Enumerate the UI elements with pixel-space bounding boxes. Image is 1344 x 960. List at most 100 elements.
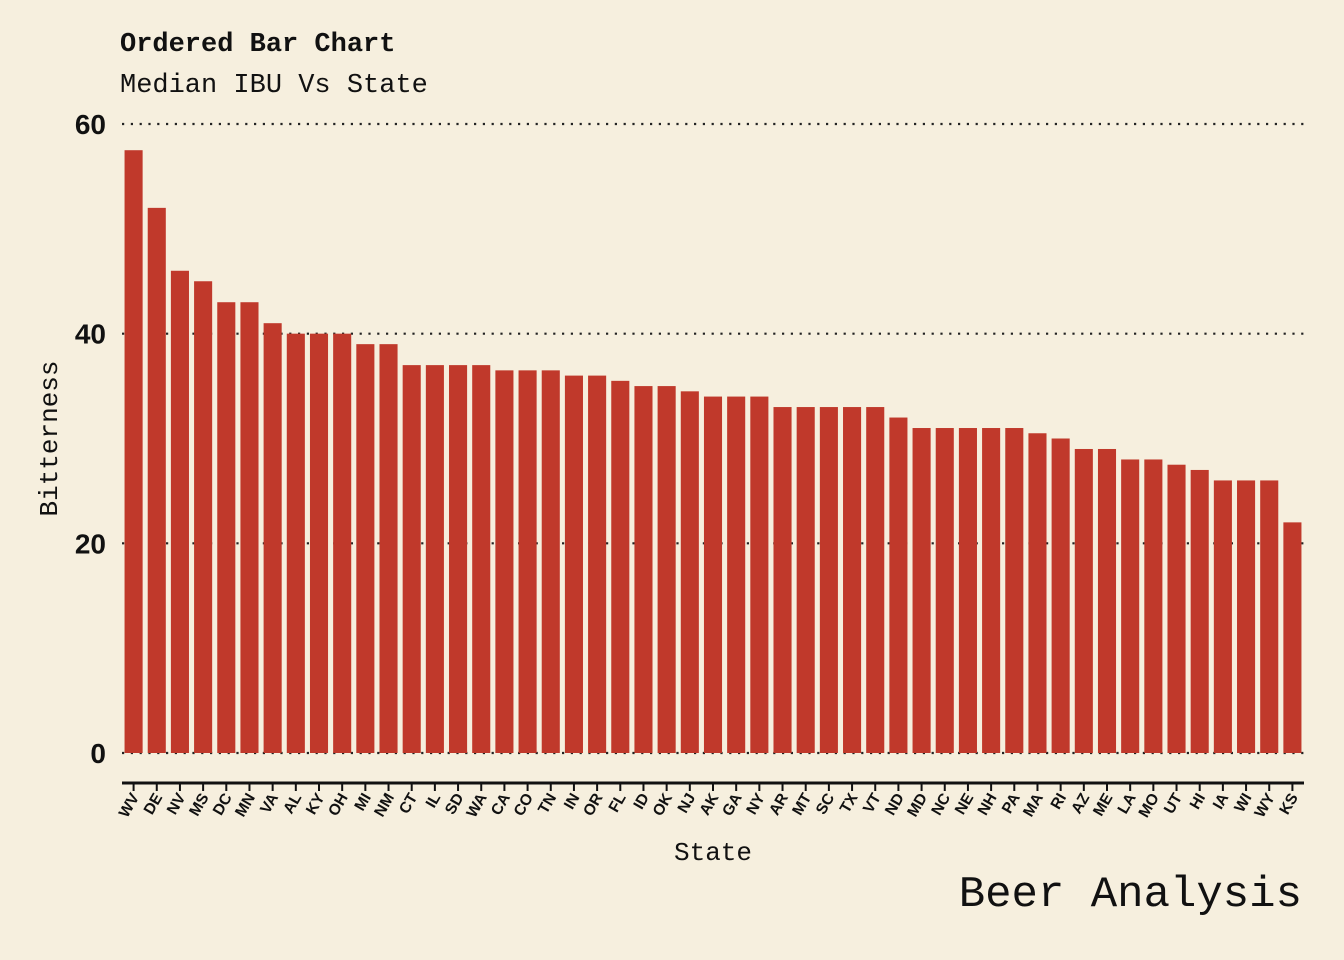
x-tick-label: IA (1210, 791, 1232, 813)
bar (866, 407, 885, 753)
x-tick-label: MD (904, 791, 931, 820)
x-tick-label: TN (535, 791, 560, 817)
x-tick-label: FL (606, 791, 630, 816)
bar (680, 391, 699, 753)
x-tick-label: OR (580, 791, 606, 820)
x-tick-label: VT (860, 790, 885, 816)
chart-caption: Beer Analysis (958, 870, 1302, 920)
y-tick-label: 20 (75, 528, 106, 559)
x-tick-label: MA (1020, 791, 1047, 820)
x-tick-label: GA (719, 791, 745, 820)
bars (124, 150, 1302, 754)
x-tick-label: ME (1090, 791, 1116, 820)
x-tick-label: TX (837, 790, 862, 816)
bar (449, 365, 468, 753)
bar (402, 365, 421, 753)
x-tick-label: KS (1276, 791, 1301, 818)
bar (1028, 433, 1047, 753)
bar (1051, 438, 1070, 753)
bar (1121, 459, 1140, 753)
x-tick-label: OK (650, 790, 677, 819)
x-tick-label: AK (697, 790, 723, 819)
bar (982, 428, 1001, 753)
x-tick-label: IL (423, 791, 445, 811)
x-tick-label: NJ (675, 791, 700, 817)
bar (588, 375, 607, 753)
bar (1144, 459, 1163, 753)
x-tick-label: SD (442, 791, 467, 818)
x-tick-marks (132, 783, 1294, 791)
x-tick-label: DE (141, 791, 166, 818)
bar (1097, 448, 1117, 753)
x-tick-label: AZ (1068, 790, 1093, 817)
bar (796, 407, 815, 753)
bar (843, 407, 862, 753)
x-tick-label: WA (463, 791, 490, 821)
x-tick-label: NV (164, 790, 190, 818)
bar (1260, 480, 1279, 753)
bar (1074, 448, 1093, 753)
y-tick-label: 0 (90, 738, 106, 769)
x-tick-label: SC (813, 791, 838, 818)
x-tick-label: DC (210, 791, 236, 819)
y-tick-labels: 0 20 40 60 (75, 109, 106, 769)
bar (657, 386, 676, 753)
bar (1190, 469, 1209, 753)
x-tick-label: MI (351, 791, 374, 814)
x-tick-label: NE (952, 791, 977, 818)
chart-title: Ordered Bar Chart (120, 30, 396, 60)
bar (240, 302, 259, 753)
x-tick-label: ID (630, 791, 652, 813)
bar (1167, 464, 1186, 753)
x-tick-label: MS (186, 791, 212, 820)
bar (425, 365, 444, 753)
x-tick-label: RI (1048, 791, 1070, 813)
x-tick-label: CT (396, 790, 421, 817)
x-tick-label: KY (303, 790, 329, 818)
bar (263, 323, 282, 753)
bar (309, 333, 329, 753)
bar (1005, 428, 1024, 753)
bar (379, 344, 398, 753)
bar (912, 428, 931, 753)
x-tick-label: MN (232, 791, 259, 820)
bar (124, 150, 143, 754)
bar (1283, 522, 1302, 753)
x-tick-label: MO (1136, 791, 1163, 821)
bar (1213, 480, 1232, 753)
bar (541, 370, 560, 753)
x-tick-label: NC (928, 791, 954, 819)
x-tick-label: AL (280, 791, 305, 817)
bar (773, 407, 792, 753)
x-tick-label: PA (999, 791, 1024, 817)
x-tick-label: OH (325, 791, 351, 820)
x-tick-label: NM (371, 791, 398, 820)
bar (147, 207, 166, 753)
bar (564, 375, 583, 753)
x-tick-label: AR (766, 791, 792, 819)
bar (194, 281, 213, 753)
chart-subtitle: Median IBU Vs State (120, 71, 428, 101)
bar (727, 396, 746, 753)
x-tick-label: CA (488, 791, 514, 819)
bar (170, 270, 189, 753)
x-tick-label: UT (1161, 790, 1186, 817)
x-tick-label: CO (511, 791, 537, 820)
y-axis-title: Bitterness (35, 360, 65, 516)
x-tick-label: ND (882, 791, 908, 819)
x-axis-title: State (674, 838, 752, 868)
bar (356, 344, 375, 753)
bar (819, 407, 838, 753)
y-tick-label: 40 (75, 319, 106, 350)
x-tick-label: VA (257, 791, 282, 817)
x-tick-label: IN (561, 791, 583, 813)
x-tick-label: WY (1251, 790, 1279, 821)
x-tick-label: WV (116, 790, 144, 821)
bar (889, 417, 908, 753)
bar (495, 370, 514, 753)
bar (634, 386, 653, 753)
x-tick-label: MT (789, 790, 815, 818)
bar (958, 428, 977, 753)
